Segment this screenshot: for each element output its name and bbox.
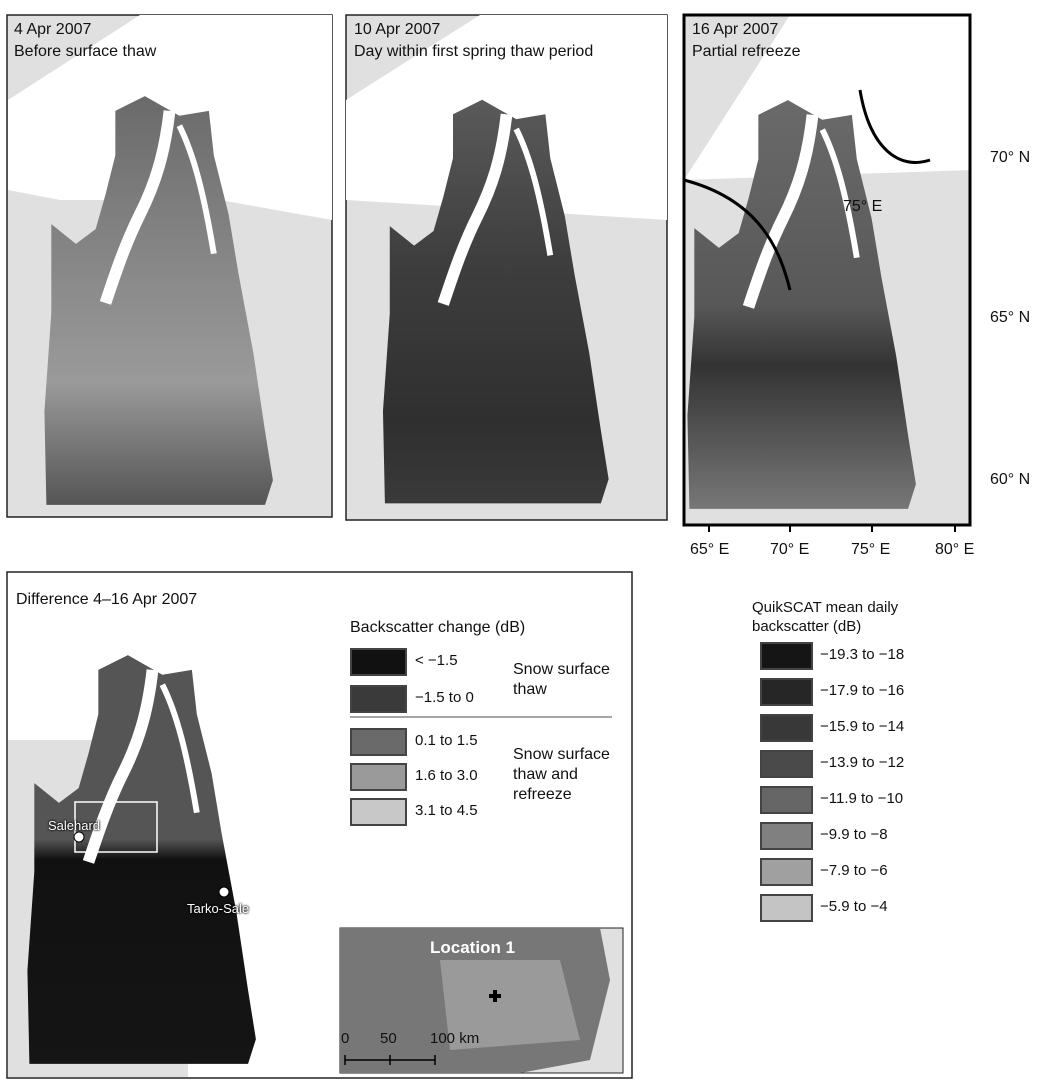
lon-label: 70° E (770, 540, 809, 560)
panel-date: 10 Apr 2007 (354, 20, 440, 40)
legend-label: −5.9 to −4 (820, 898, 888, 915)
inner-lon-label: 75° E (843, 197, 882, 217)
legend-swatch (760, 714, 813, 742)
legend-group-label: Snow surface thaw (513, 660, 613, 700)
panel-caption: Partial refreeze (692, 42, 801, 62)
legend-swatch (350, 685, 407, 713)
lat-label: 70° N (990, 148, 1030, 168)
legend-title: Backscatter change (dB) (350, 618, 525, 638)
legend-label: −7.9 to −6 (820, 862, 888, 879)
difference-title: Difference 4–16 Apr 2007 (16, 590, 197, 610)
legend-label: 1.6 to 3.0 (415, 767, 478, 784)
legend-label: −19.3 to −18 (820, 646, 904, 663)
map-panel-3 (684, 15, 970, 532)
place-label: Tarko-Sale (187, 901, 249, 916)
lat-label: 60° N (990, 470, 1030, 490)
legend-label: −13.9 to −12 (820, 754, 904, 771)
legend-swatch (760, 894, 813, 922)
legend-swatch (760, 858, 813, 886)
panel-date: 16 Apr 2007 (692, 20, 778, 40)
page: 4 Apr 2007 Before surface thaw 10 Apr 20… (0, 0, 1039, 1084)
legend-title: QuikSCAT mean daily backscatter (dB) (752, 598, 922, 636)
panel-date: 4 Apr 2007 (14, 20, 91, 40)
scale-label: 100 km (430, 1030, 479, 1047)
legend-swatch (760, 642, 813, 670)
place-label: Salehard (48, 818, 100, 833)
panel-caption: Day within first spring thaw period (354, 42, 614, 62)
legend-swatch (760, 750, 813, 778)
legend-label: 0.1 to 1.5 (415, 732, 478, 749)
lon-label: 65° E (690, 540, 729, 560)
legend-label: −11.9 to −10 (820, 790, 903, 807)
legend-swatch (350, 763, 407, 791)
legend-label: −15.9 to −14 (820, 718, 904, 735)
legend-label: 3.1 to 4.5 (415, 802, 478, 819)
inset-label: Location 1 (430, 938, 515, 958)
legend-swatch (760, 822, 813, 850)
scale-label: 0 (341, 1030, 349, 1047)
legend-label: −9.9 to −8 (820, 826, 888, 843)
legend-label: < −1.5 (415, 652, 458, 669)
legend-label: −17.9 to −16 (820, 682, 904, 699)
legend-swatch (760, 786, 813, 814)
legend-swatch (760, 678, 813, 706)
legend-swatch (350, 728, 407, 756)
scale-label: 50 (380, 1030, 397, 1047)
map-panel-2 (346, 15, 667, 520)
legend-swatch (350, 648, 407, 676)
legend-group-label: Snow surface thaw and refreeze (513, 745, 623, 805)
lon-label: 75° E (851, 540, 890, 560)
legend-label: −1.5 to 0 (415, 689, 474, 706)
lon-label: 80° E (935, 540, 974, 560)
panel-caption: Before surface thaw (14, 42, 156, 62)
map-panel-1 (7, 15, 332, 517)
difference-panel (7, 572, 632, 1078)
legend-swatch (350, 798, 407, 826)
lat-label: 65° N (990, 308, 1030, 328)
